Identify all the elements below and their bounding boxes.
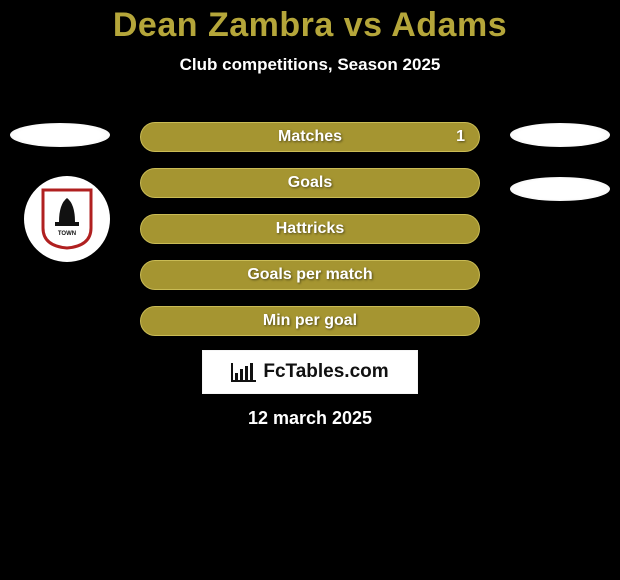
club-badge: TOWN: [24, 176, 110, 262]
stat-label: Goals: [288, 174, 332, 192]
stat-right-value: 1: [456, 128, 465, 146]
brand-text: FcTables.com: [263, 361, 388, 383]
date-label: 12 march 2025: [0, 408, 620, 429]
player-right-placeholder: [510, 123, 610, 147]
player-right-placeholder-2: [510, 177, 610, 201]
player-left-placeholder: [10, 123, 110, 147]
stat-row-min-per-goal: Min per goal: [140, 306, 480, 336]
stat-label: Matches: [278, 128, 342, 146]
shield-icon: TOWN: [41, 188, 93, 250]
page-subtitle: Club competitions, Season 2025: [0, 55, 620, 75]
page-title: Dean Zambra vs Adams: [0, 6, 620, 45]
stats-bars: Matches 1 Goals Hattricks Goals per matc…: [140, 122, 480, 352]
svg-text:TOWN: TOWN: [58, 231, 76, 237]
stat-label: Hattricks: [276, 220, 344, 238]
bar-chart-icon: [231, 361, 257, 383]
stat-row-goals: Goals: [140, 168, 480, 198]
stat-label: Min per goal: [263, 312, 357, 330]
stat-row-matches: Matches 1: [140, 122, 480, 152]
stat-label: Goals per match: [247, 266, 372, 284]
content: Dean Zambra vs Adams Club competitions, …: [0, 0, 620, 580]
stat-row-goals-per-match: Goals per match: [140, 260, 480, 290]
stat-row-hattricks: Hattricks: [140, 214, 480, 244]
brand-badge: FcTables.com: [202, 350, 418, 394]
